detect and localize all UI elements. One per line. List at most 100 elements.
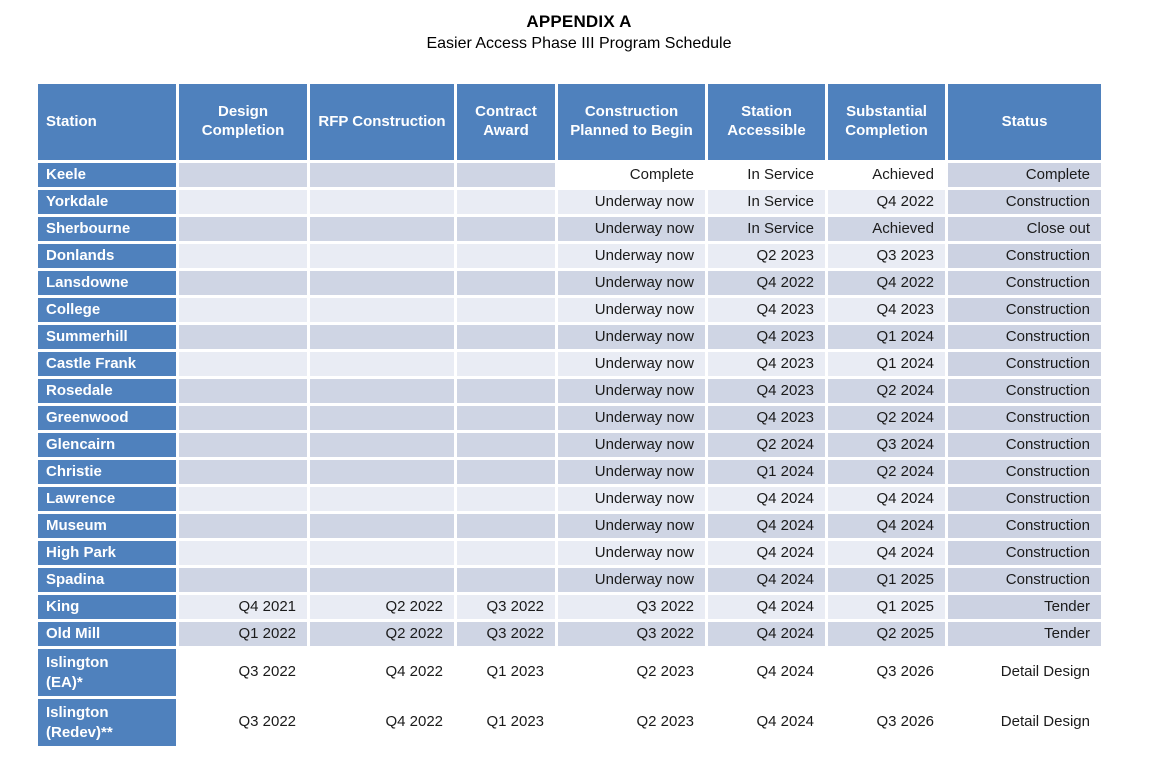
data-cell-contract-award bbox=[457, 568, 555, 592]
data-cell-design-completion: Q1 2022 bbox=[179, 622, 307, 646]
station-cell: Keele bbox=[38, 163, 176, 187]
page-subtitle: Easier Access Phase III Program Schedule bbox=[426, 35, 732, 52]
table-row: Keele Complete In Service Achieved Complete bbox=[38, 163, 1101, 187]
station-cell: Lawrence bbox=[38, 487, 176, 511]
data-cell-substantial-completion: Q1 2025 bbox=[828, 595, 945, 619]
data-cell-construction-planned-to-begin: Underway now bbox=[558, 406, 705, 430]
data-cell-design-completion bbox=[179, 325, 307, 349]
data-cell-design-completion bbox=[179, 541, 307, 565]
data-cell-rfp-construction bbox=[310, 487, 454, 511]
station-cell: Castle Frank bbox=[38, 352, 176, 376]
data-cell-design-completion bbox=[179, 271, 307, 295]
station-cell: Rosedale bbox=[38, 379, 176, 403]
data-cell-construction-planned-to-begin: Underway now bbox=[558, 568, 705, 592]
data-cell-status: Construction bbox=[948, 244, 1101, 268]
data-cell-status: Construction bbox=[948, 271, 1101, 295]
data-cell-contract-award: Q3 2022 bbox=[457, 622, 555, 646]
data-cell-design-completion bbox=[179, 298, 307, 322]
header-cell-status: Status bbox=[948, 84, 1101, 160]
data-cell-construction-planned-to-begin: Underway now bbox=[558, 514, 705, 538]
data-cell-station-accessible: Q2 2023 bbox=[708, 244, 825, 268]
table-row: Donlands Underway now Q2 2023 Q3 2023 Constr… bbox=[38, 244, 1101, 268]
data-cell-rfp-construction bbox=[310, 298, 454, 322]
station-cell: Christie bbox=[38, 460, 176, 484]
data-cell-rfp-construction bbox=[310, 244, 454, 268]
data-cell-construction-planned-to-begin: Q2 2023 bbox=[558, 649, 705, 696]
data-cell-construction-planned-to-begin: Underway now bbox=[558, 487, 705, 511]
data-cell-contract-award: Q1 2023 bbox=[457, 649, 555, 696]
data-cell-rfp-construction bbox=[310, 163, 454, 187]
data-cell-status: Construction bbox=[948, 433, 1101, 457]
data-cell-construction-planned-to-begin: Q3 2022 bbox=[558, 595, 705, 619]
data-cell-status: Tender bbox=[948, 595, 1101, 619]
data-cell-substantial-completion: Q3 2026 bbox=[828, 649, 945, 696]
data-cell-rfp-construction bbox=[310, 271, 454, 295]
data-cell-construction-planned-to-begin: Underway now bbox=[558, 352, 705, 376]
data-cell-station-accessible: Q4 2024 bbox=[708, 487, 825, 511]
data-cell-construction-planned-to-begin: Q3 2022 bbox=[558, 622, 705, 646]
data-cell-station-accessible: Q4 2024 bbox=[708, 622, 825, 646]
table-row: Islington (Redev)** Q3 2022 Q4 2022 Q1 2023 Q… bbox=[38, 699, 1101, 746]
data-cell-construction-planned-to-begin: Underway now bbox=[558, 298, 705, 322]
station-cell: Islington (Redev)** bbox=[38, 699, 176, 746]
data-cell-contract-award bbox=[457, 352, 555, 376]
data-cell-substantial-completion: Q1 2024 bbox=[828, 352, 945, 376]
data-cell-rfp-construction: Q4 2022 bbox=[310, 649, 454, 696]
data-cell-design-completion bbox=[179, 433, 307, 457]
data-cell-rfp-construction bbox=[310, 568, 454, 592]
data-cell-status: Construction bbox=[948, 352, 1101, 376]
data-cell-status: Construction bbox=[948, 190, 1101, 214]
data-cell-substantial-completion: Q1 2025 bbox=[828, 568, 945, 592]
data-cell-design-completion bbox=[179, 163, 307, 187]
data-cell-construction-planned-to-begin: Underway now bbox=[558, 190, 705, 214]
header-cell-rfp-construction: RFP Construction bbox=[310, 84, 454, 160]
table-row: Castle Frank Underway now Q4 2023 Q1 2024 Co… bbox=[38, 352, 1101, 376]
data-cell-design-completion: Q3 2022 bbox=[179, 699, 307, 746]
data-cell-station-accessible: In Service bbox=[708, 163, 825, 187]
data-cell-station-accessible: Q4 2024 bbox=[708, 568, 825, 592]
data-cell-substantial-completion: Q2 2024 bbox=[828, 460, 945, 484]
data-cell-construction-planned-to-begin: Underway now bbox=[558, 325, 705, 349]
table-row: Museum Underway now Q4 2024 Q4 2024 Construc… bbox=[38, 514, 1101, 538]
data-cell-contract-award bbox=[457, 325, 555, 349]
data-cell-construction-planned-to-begin: Underway now bbox=[558, 541, 705, 565]
data-cell-rfp-construction bbox=[310, 460, 454, 484]
data-cell-rfp-construction bbox=[310, 514, 454, 538]
data-cell-substantial-completion: Q3 2023 bbox=[828, 244, 945, 268]
data-cell-construction-planned-to-begin: Underway now bbox=[558, 244, 705, 268]
table-row: High Park Underway now Q4 2024 Q4 2024 Const… bbox=[38, 541, 1101, 565]
data-cell-design-completion bbox=[179, 487, 307, 511]
data-cell-contract-award bbox=[457, 541, 555, 565]
data-cell-substantial-completion: Q2 2025 bbox=[828, 622, 945, 646]
table-row: Glencairn Underway now Q2 2024 Q3 2024 Const… bbox=[38, 433, 1101, 457]
station-cell: Old Mill bbox=[38, 622, 176, 646]
data-cell-substantial-completion: Q2 2024 bbox=[828, 379, 945, 403]
table-row: Christie Underway now Q1 2024 Q2 2024 Constr… bbox=[38, 460, 1101, 484]
data-cell-station-accessible: Q4 2024 bbox=[708, 514, 825, 538]
data-cell-status: Construction bbox=[948, 298, 1101, 322]
title-block: APPENDIX A Easier Access Phase III Progr… bbox=[0, 0, 1158, 53]
data-cell-contract-award: Q3 2022 bbox=[457, 595, 555, 619]
data-cell-substantial-completion: Q4 2024 bbox=[828, 514, 945, 538]
data-cell-design-completion bbox=[179, 244, 307, 268]
data-cell-contract-award bbox=[457, 298, 555, 322]
data-cell-design-completion bbox=[179, 406, 307, 430]
data-cell-rfp-construction: Q2 2022 bbox=[310, 622, 454, 646]
data-cell-substantial-completion: Achieved bbox=[828, 217, 945, 241]
data-cell-station-accessible: Q2 2024 bbox=[708, 433, 825, 457]
data-cell-station-accessible: Q4 2024 bbox=[708, 541, 825, 565]
data-cell-construction-planned-to-begin: Underway now bbox=[558, 217, 705, 241]
data-cell-status: Tender bbox=[948, 622, 1101, 646]
header-cell-contract-award: Contract Award bbox=[457, 84, 555, 160]
data-cell-status: Construction bbox=[948, 325, 1101, 349]
data-cell-status: Construction bbox=[948, 541, 1101, 565]
data-cell-status: Construction bbox=[948, 514, 1101, 538]
table-row: King Q4 2021 Q2 2022 Q3 2022 Q3 2022 Q4 2024 Q… bbox=[38, 595, 1101, 619]
data-cell-station-accessible: Q4 2024 bbox=[708, 699, 825, 746]
data-cell-rfp-construction bbox=[310, 352, 454, 376]
table-row: Lansdowne Underway now Q4 2022 Q4 2022 Const… bbox=[38, 271, 1101, 295]
program-schedule-table: Station Design Completion RFP Construction… bbox=[35, 81, 1104, 749]
data-cell-substantial-completion: Q4 2024 bbox=[828, 541, 945, 565]
data-cell-rfp-construction bbox=[310, 190, 454, 214]
